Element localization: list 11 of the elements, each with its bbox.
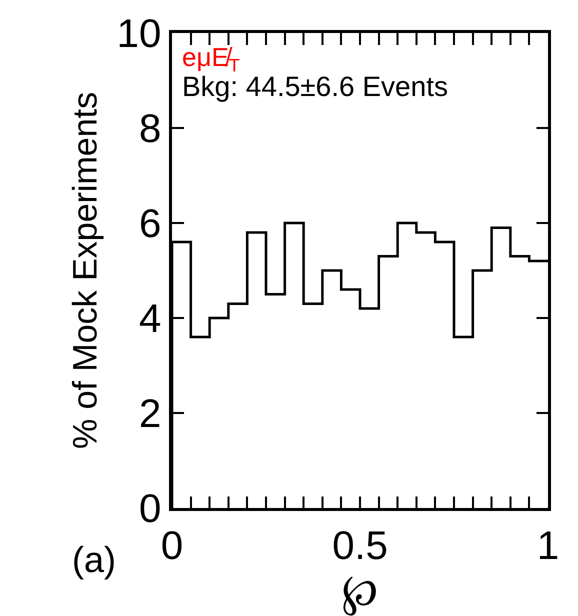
x-axis-title: ℘ — [342, 566, 378, 616]
y-tick-label: 6 — [139, 202, 162, 246]
x-tick-label: 0.5 — [332, 524, 388, 568]
y-axis-title: % of Mock Experiments — [66, 92, 104, 450]
text: (a) — [72, 539, 116, 580]
x-tick-label: 1 — [536, 524, 560, 568]
y-tick-label: 10 — [116, 12, 162, 56]
y-tick-label: 4 — [139, 297, 162, 341]
y-tick-label: 0 — [139, 487, 162, 531]
y-tick-label: 8 — [139, 107, 162, 151]
y-tick-label: 2 — [139, 392, 162, 436]
